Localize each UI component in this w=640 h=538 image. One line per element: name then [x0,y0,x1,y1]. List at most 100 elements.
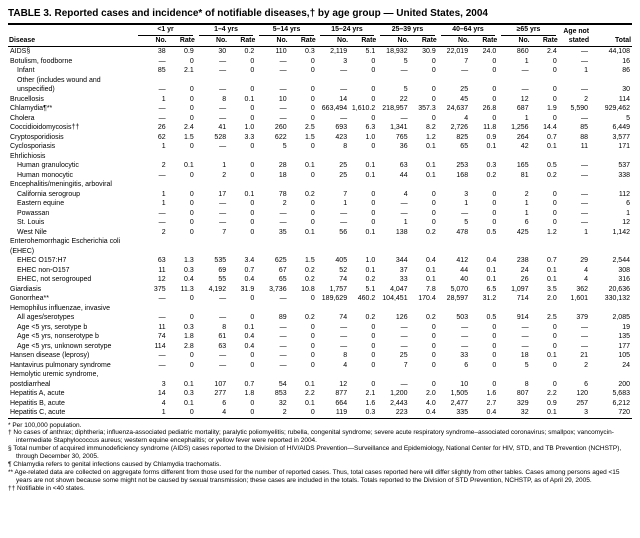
total-cell: 720 [618,409,630,416]
cases-cell: — [158,352,166,359]
rate-cell: 0.1 [426,162,436,169]
cases-cell: 1 [464,200,469,207]
rate-cell: 0 [492,333,497,340]
age-not-stated-cell: 29 [580,257,589,264]
disease-label: St. Louis [17,219,45,226]
total-cell: 5 [626,114,630,122]
cases-cell: 2 [161,162,166,169]
table-row: All ages/serotypes — 0 — 0 89 0.2 74 0.2 126 0.2 50… [8,313,632,323]
section-row: Hemophilus influenzae, invasive [8,304,632,314]
cases-cell: 37 [399,266,408,274]
age-not-stated-cell: — [581,190,589,198]
footnote: ¶ Chlamydia refers to genital infections… [8,461,222,469]
rate-cell: 0 [189,361,194,369]
cases-cell: — [279,361,287,369]
cases-cell: 6 [464,361,469,369]
no-header: No. [316,36,350,47]
age-group-label: 1–4 yrs [198,25,254,36]
cases-cell: 189,629 [321,295,348,302]
cases-cell: — [461,67,469,74]
rate-cell: 0 [371,323,376,331]
rate-cell: 31.2 [482,295,497,302]
rate-cell: 0.2 [426,314,436,321]
cases-cell: 8 [343,352,348,359]
cases-cell: — [158,209,166,217]
rate-cell: 1.5 [305,257,315,264]
cases-cell: — [521,333,529,340]
total-cell: 6 [626,200,630,207]
disease-col-spacer [8,24,135,36]
cases-cell: 825 [456,133,469,141]
rate-cell: 0.1 [486,143,497,150]
rate-cell: 0.1 [547,409,557,416]
rate-cell: 0 [250,219,255,226]
table-row: AIDS§ 38 0.9 30 0.2 110 0.3 2,119 5.1 18,932 30.9 2… [8,47,632,57]
cases-cell: 8 [222,95,227,103]
footnote: § Total number of acquired immunodeficie… [8,445,622,461]
disease-label: EHEC non-O157 [17,266,70,274]
age-group-label: 5–14 yrs [259,25,314,36]
rate-cell: 0 [189,219,194,226]
rate-cell: 6.5 [486,285,497,293]
total-cell: 177 [618,342,630,350]
cases-cell: — [279,323,287,331]
rate-cell: 11.3 [180,285,194,293]
disease-label: Hepatitis A, acute [10,390,65,397]
cases-cell: 765 [395,133,408,141]
table-row: Botulism, foodborne — 0 — 0 — 0 3 0 5 0 7 0 1 0 — 16 [8,57,632,67]
table-row: Gonorrhea** — 0 — 0 — 0 189,629 460.2 104,451 170.… [8,294,632,304]
cases-cell: 45 [460,95,469,103]
cases-cell: 8 [524,380,529,388]
no-header: No. [256,36,289,47]
rate-cell: 0 [492,380,497,388]
rate-cell: 0 [371,190,376,198]
cases-cell: 126 [395,314,408,321]
disease-label: Cholera [10,114,35,122]
rate-cell: 0.9 [486,133,497,141]
disease-label: Powassan [17,209,50,217]
cases-cell: — [400,200,408,207]
cases-cell: — [219,209,227,217]
cases-cell: 5,070 [450,285,469,293]
rate-cell: 0 [431,209,436,217]
cases-cell: 11 [158,323,166,331]
cases-cell: — [340,114,348,122]
rate-cell: 0 [250,352,255,359]
cases-cell: — [279,209,287,217]
cases-cell: 335 [456,409,469,416]
cases-cell: 6 [524,219,529,226]
cases-cell: 412 [456,257,469,264]
cases-cell: 138 [395,228,408,236]
age-not-stated-cell: 88 [580,133,589,141]
rate-cell: 0 [189,200,194,207]
rate-cell: 0 [492,190,497,198]
disease-label: California serogroup [17,190,81,198]
rate-cell: 3.3 [244,133,255,141]
disease-label: Human monocytic [17,171,74,179]
no-header: No. [135,36,168,47]
cases-cell: 18,932 [386,48,408,55]
rate-cell: 0.1 [365,266,376,274]
age-group-header: ≥65 yrs [498,24,558,36]
age-not-stated-cell: 85 [580,124,589,131]
rate-cell: 0 [371,333,376,340]
cases-cell: 74 [339,314,348,321]
rate-cell: 0 [250,314,255,321]
rate-cell: 0.9 [184,48,194,55]
cases-cell: 622 [274,133,287,141]
table-row: Age <5 yrs, serotype b 11 0.3 8 0.1 — 0 — 0 — 0 — 0 —… [8,323,632,333]
cases-cell: 63 [218,342,227,350]
cases-cell: 22,019 [446,48,469,55]
cases-cell: — [219,314,227,321]
age-not-stated-cell: 6 [584,380,589,388]
total-cell: 105 [618,352,630,359]
cases-cell: 63 [399,162,408,169]
disease-label: Hantavirus pulmonary syndrome [10,361,111,369]
rate-cell: 0.7 [244,266,255,274]
age-not-stated-cell: — [581,57,589,65]
age-group-header: 15–24 yrs [317,24,378,36]
disease-label: Age <5 yrs, unknown serotype [17,342,112,350]
cases-cell: 2 [282,409,287,416]
age-not-stated-cell: — [581,200,589,207]
